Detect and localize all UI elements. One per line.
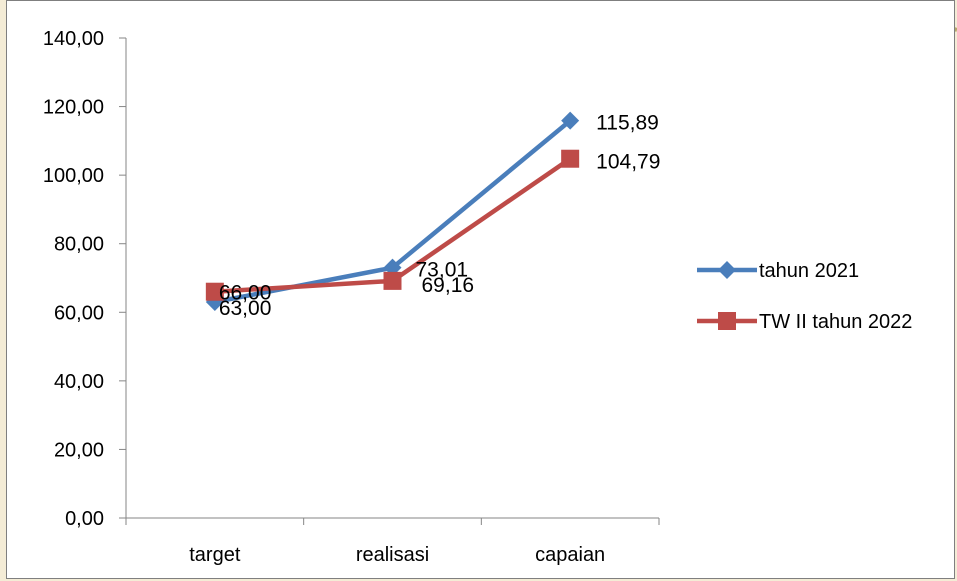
data-label: 115,89 <box>596 112 659 135</box>
x-tick-label: target <box>189 544 241 566</box>
y-tick-label: 40,00 <box>54 371 104 393</box>
data-label: 69,16 <box>422 274 475 297</box>
y-tick-label: 60,00 <box>54 302 104 324</box>
chart-data-labels: 63,00 73,01 115,89 66,00 69,16 104,79 <box>219 112 661 320</box>
legend-entry: TW II tahun 2022 <box>759 311 912 333</box>
data-point <box>383 271 402 290</box>
y-tick-label: 80,00 <box>54 234 104 256</box>
data-label: 63,00 <box>219 297 272 320</box>
y-tick-label: 0,00 <box>65 508 104 530</box>
y-tick-label: 140,00 <box>43 28 104 50</box>
chart-frame <box>6 0 955 579</box>
legend-marker <box>718 312 736 330</box>
data-label: 73,01 <box>416 259 469 282</box>
data-label: 66,00 <box>219 282 272 305</box>
data-point <box>205 282 224 301</box>
chart-axes: 0,00 20,00 40,00 60,00 80,00 100,00 120,00 140,… <box>43 28 660 566</box>
x-tick-label: realisasi <box>356 544 429 566</box>
data-point <box>561 111 580 130</box>
chart-legend: tahun 2021 TW II tahun 2022 <box>697 260 912 333</box>
legend-entry: tahun 2021 <box>759 260 859 282</box>
y-tick-label: 20,00 <box>54 439 104 461</box>
legend-marker <box>718 261 736 279</box>
data-label: 104,79 <box>596 151 660 174</box>
y-tick-label: 120,00 <box>43 97 104 119</box>
data-point <box>561 149 580 168</box>
chart-series <box>205 111 580 311</box>
y-tick-label: 100,00 <box>43 165 104 187</box>
x-tick-label: capaian <box>535 544 605 566</box>
